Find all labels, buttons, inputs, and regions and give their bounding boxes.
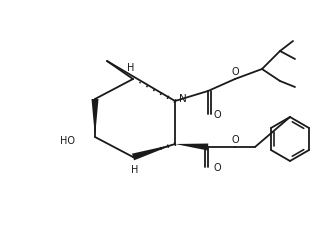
Text: O: O bbox=[231, 134, 239, 144]
Text: N: N bbox=[179, 94, 187, 103]
Polygon shape bbox=[175, 144, 208, 151]
Text: O: O bbox=[231, 67, 239, 77]
Text: H: H bbox=[127, 63, 135, 73]
Text: H: H bbox=[131, 164, 139, 174]
Text: O: O bbox=[213, 162, 221, 172]
Text: O: O bbox=[213, 109, 221, 119]
Polygon shape bbox=[132, 144, 175, 161]
Text: HO: HO bbox=[60, 135, 75, 145]
Polygon shape bbox=[92, 100, 99, 137]
